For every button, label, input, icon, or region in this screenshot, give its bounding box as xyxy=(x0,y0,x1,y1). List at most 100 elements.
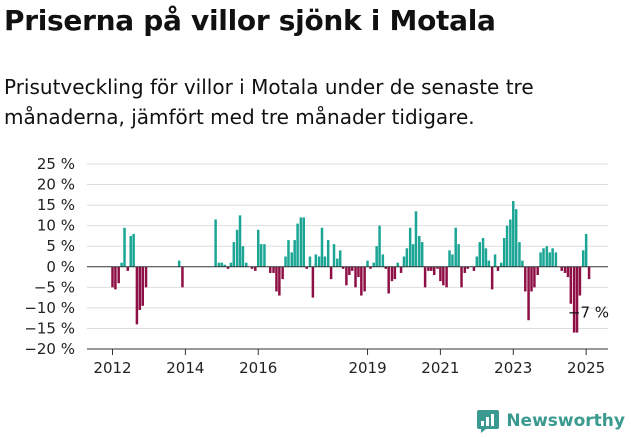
bar xyxy=(466,266,469,269)
bar xyxy=(396,262,400,267)
grid-lines xyxy=(87,163,608,350)
bar xyxy=(414,211,418,267)
y-tick-label: 0 % xyxy=(46,258,75,276)
bar xyxy=(311,266,315,298)
bar xyxy=(296,223,299,267)
x-tick-label: 2021 xyxy=(421,359,459,377)
bar xyxy=(514,209,518,267)
bar xyxy=(566,266,570,278)
bar xyxy=(475,256,479,267)
bar xyxy=(238,215,242,267)
bar xyxy=(123,227,126,267)
bar xyxy=(405,248,409,267)
bar xyxy=(463,266,467,273)
bar xyxy=(138,266,142,310)
x-axis: 2012 2014 2016 2019 2021 2023 2025 xyxy=(87,348,608,377)
bar xyxy=(357,266,360,278)
bar xyxy=(545,246,549,267)
y-tick-label: −10 % xyxy=(24,299,75,317)
bar xyxy=(445,266,448,288)
bar xyxy=(430,266,433,271)
bar xyxy=(117,266,120,284)
bar xyxy=(454,227,457,267)
bar xyxy=(527,266,530,321)
bar xyxy=(378,225,381,267)
bar xyxy=(411,244,415,267)
bar xyxy=(226,266,230,269)
x-tick-label: 2023 xyxy=(494,359,532,377)
bar xyxy=(478,242,481,267)
bar xyxy=(530,266,533,292)
bar xyxy=(329,266,333,280)
bar xyxy=(560,266,563,271)
bar xyxy=(457,244,460,267)
bar xyxy=(256,229,260,267)
bar xyxy=(314,254,318,267)
bar xyxy=(496,266,500,271)
bar xyxy=(287,240,290,267)
bar xyxy=(341,266,345,269)
x-tick-label: 2012 xyxy=(93,359,131,377)
bar xyxy=(132,233,135,267)
bar xyxy=(120,262,123,267)
bar xyxy=(272,266,275,273)
x-tick-label: 2014 xyxy=(166,359,204,377)
bar xyxy=(235,229,239,267)
newsworthy-logo-icon xyxy=(477,410,500,433)
bar xyxy=(336,258,339,267)
bar xyxy=(542,248,545,267)
bar xyxy=(323,256,327,267)
bar xyxy=(345,266,348,286)
bar xyxy=(305,266,308,269)
y-tick-label: 20 % xyxy=(37,176,75,194)
bar xyxy=(432,266,436,275)
bar xyxy=(111,266,114,288)
bar xyxy=(144,266,148,288)
bar xyxy=(223,264,226,267)
bar xyxy=(326,240,330,267)
bar xyxy=(518,242,521,267)
bar xyxy=(548,252,551,267)
bar xyxy=(381,254,385,267)
bar xyxy=(181,266,184,288)
bar xyxy=(451,254,454,267)
bar xyxy=(521,260,524,267)
bar xyxy=(338,250,342,267)
bar xyxy=(442,266,445,286)
bar xyxy=(502,238,506,267)
bar xyxy=(259,244,263,267)
bar xyxy=(275,266,278,292)
bar xyxy=(572,266,576,333)
y-tick-label: 25 % xyxy=(37,155,75,173)
bar xyxy=(402,256,406,267)
bar xyxy=(320,227,324,267)
bar-chart: −20 % −15 % −10 % −5 % 0 % 5 % 10 % 15 % 20 % 25 … xyxy=(24,155,609,377)
page-subtitle: Prisutveckling för villor i Motala under… xyxy=(4,75,534,129)
brand-logo: Newsworthy xyxy=(476,409,625,433)
bar xyxy=(493,254,497,267)
bar xyxy=(399,266,403,273)
bar xyxy=(141,266,144,306)
brand-name: Newsworthy xyxy=(506,411,625,431)
bar xyxy=(578,266,582,296)
bar xyxy=(126,266,130,271)
bar xyxy=(232,242,236,267)
y-tick-label: 15 % xyxy=(37,196,75,214)
x-tick-label: 2019 xyxy=(348,359,386,377)
bar xyxy=(539,252,542,267)
bar xyxy=(460,266,463,288)
bar xyxy=(375,246,378,267)
bar xyxy=(408,227,412,267)
y-tick-label: 5 % xyxy=(46,237,75,255)
bar xyxy=(481,238,485,267)
bar xyxy=(366,260,369,267)
bar xyxy=(114,266,117,290)
bar xyxy=(302,217,306,267)
bar xyxy=(293,240,296,267)
bar xyxy=(500,262,503,267)
bar xyxy=(387,266,390,294)
bar xyxy=(484,248,488,267)
y-tick-label: −20 % xyxy=(24,340,75,358)
bar xyxy=(290,252,293,267)
bar xyxy=(533,266,536,288)
